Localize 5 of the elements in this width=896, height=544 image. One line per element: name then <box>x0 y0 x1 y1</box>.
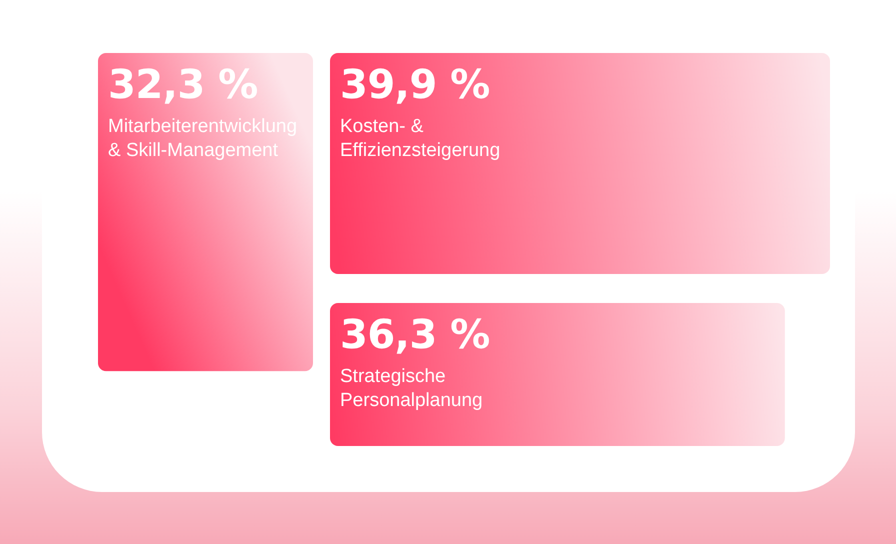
data-label: 32,3 % <box>108 62 259 108</box>
data-label: 36,3 % <box>340 312 491 358</box>
data-label: 39,9 % <box>340 62 491 108</box>
category-label: Kosten- & Effizienzsteigerung <box>340 115 502 163</box>
category-label: Strategische Personalplanung <box>340 365 484 413</box>
